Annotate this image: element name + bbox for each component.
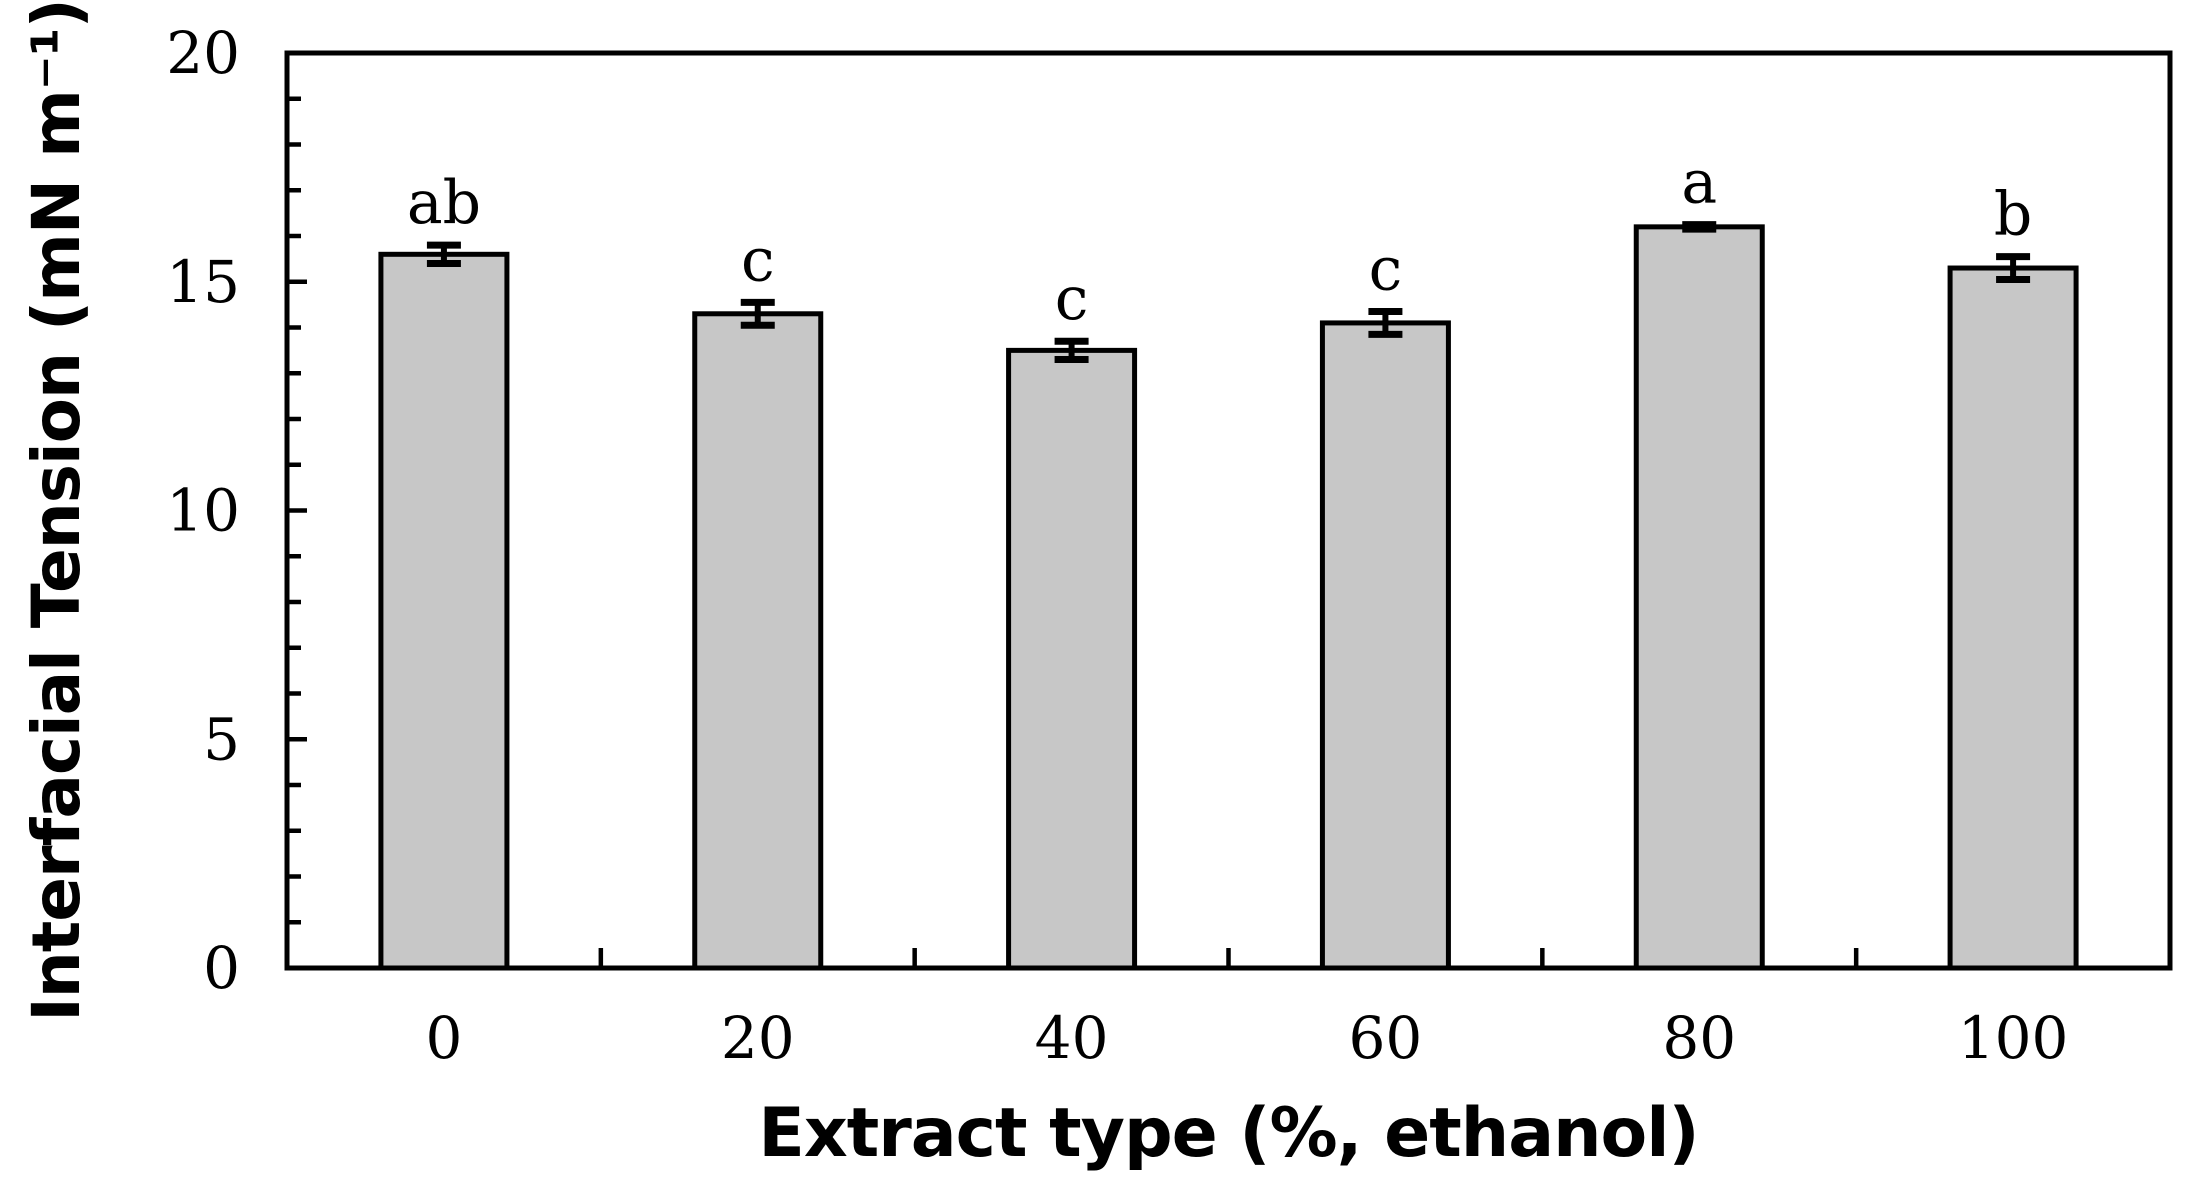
significance-letter: c [1369, 234, 1403, 304]
x-axis-tick-label: 100 [1958, 1004, 2069, 1072]
x-axis-tick-label: 80 [1662, 1004, 1736, 1072]
bar [1006, 347, 1138, 971]
y-axis-tick-label: 20 [166, 19, 240, 87]
significance-letter: a [1681, 148, 1717, 218]
y-axis-tick-label: 5 [203, 705, 240, 773]
x-axis-tick-label: 20 [721, 1004, 795, 1072]
y-axis-tick-label: 15 [166, 248, 240, 316]
x-axis-title: Extract type (%, ethanol) [758, 1094, 1699, 1173]
significance-letter: c [1055, 264, 1089, 334]
bar [378, 251, 510, 971]
x-axis-tick-label: 40 [1035, 1004, 1109, 1072]
bar [1633, 224, 1765, 971]
x-axis-tick-label: 0 [425, 1004, 462, 1072]
significance-letter: b [1994, 180, 2032, 250]
bar [1947, 265, 2079, 971]
significance-letter: ab [407, 168, 481, 238]
x-axis-tick-label: 60 [1349, 1004, 1423, 1072]
plot-frame [284, 50, 2173, 971]
bar [692, 311, 824, 971]
y-axis-tick-label: 10 [166, 477, 240, 545]
y-axis-tick-label: 0 [203, 934, 240, 1002]
significance-letter: c [741, 225, 775, 295]
bar [1319, 320, 1451, 971]
